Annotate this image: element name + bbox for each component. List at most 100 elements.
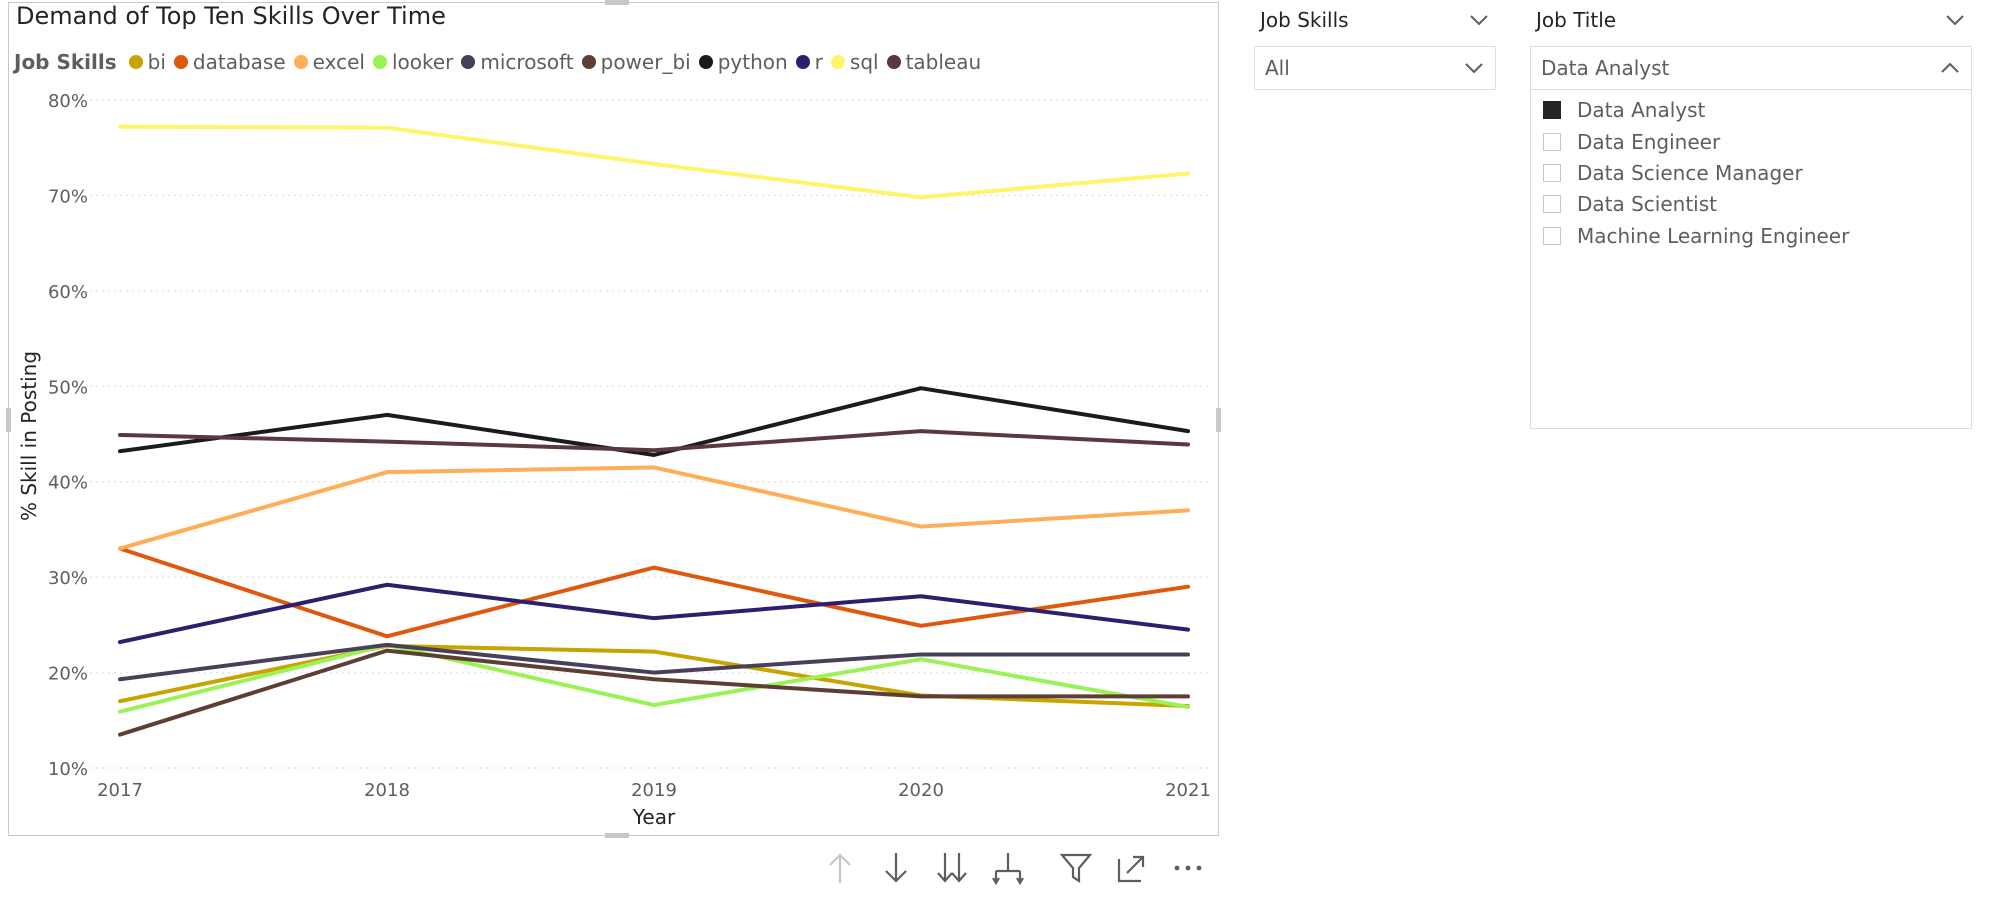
legend-item-power_bi[interactable]: power_bi <box>581 50 691 74</box>
option-label: Machine Learning Engineer <box>1577 224 1850 248</box>
job-title-option[interactable]: Data Analyst <box>1543 98 1705 122</box>
job-title-slicer-header: Job Title <box>1530 2 1972 38</box>
series-line-bi <box>118 643 1190 708</box>
more-options-icon[interactable] <box>1168 848 1208 888</box>
visual-toolbar <box>820 848 1220 888</box>
chevron-down-icon[interactable] <box>1944 13 1966 27</box>
y-tick-label: 60% <box>48 282 88 303</box>
option-label: Data Engineer <box>1577 130 1721 154</box>
x-tick-label: 2018 <box>364 780 410 801</box>
legend-item-r[interactable]: r <box>795 50 823 74</box>
checkbox[interactable] <box>1543 101 1561 119</box>
chart-legend: Job Skills bi database excel looker microsof… <box>14 48 989 76</box>
job-skills-slicer: Job Skills All <box>1254 2 1496 92</box>
x-tick-label: 2017 <box>97 780 143 801</box>
option-label: Data Analyst <box>1577 98 1706 122</box>
resize-handle-bottom[interactable] <box>605 833 629 838</box>
legend-marker <box>830 55 845 69</box>
checkbox[interactable] <box>1543 195 1561 213</box>
x-tick-label: 2020 <box>898 780 944 801</box>
chevron-up-icon <box>1939 61 1961 75</box>
focus-mode-icon[interactable] <box>1112 848 1152 888</box>
line-chart-visual[interactable] <box>6 0 1221 838</box>
y-tick-label: 80% <box>48 91 88 112</box>
legend-item-database[interactable]: database <box>173 50 286 74</box>
legend-marker <box>581 55 596 69</box>
legend-marker <box>698 55 713 69</box>
job-skills-slicer-title: Job Skills <box>1260 8 1349 32</box>
job-skills-selected-value: All <box>1265 56 1290 80</box>
series-line-python <box>118 386 1190 457</box>
legend-label: database <box>192 50 286 74</box>
y-tick-label: 10% <box>48 759 88 780</box>
option-label: Data Science Manager <box>1577 161 1803 185</box>
legend-marker <box>128 55 143 69</box>
legend-label: bi <box>147 50 166 74</box>
legend-marker <box>795 55 810 69</box>
checkbox[interactable] <box>1543 227 1561 245</box>
expand-hierarchy-icon[interactable] <box>988 848 1028 888</box>
checkbox[interactable] <box>1543 133 1561 151</box>
legend-item-excel[interactable]: excel <box>293 50 365 74</box>
legend-item-looker[interactable]: looker <box>372 50 454 74</box>
legend-label: r <box>814 50 823 74</box>
chevron-down-icon <box>1463 61 1485 75</box>
job-title-option[interactable]: Data Science Manager <box>1543 161 1803 185</box>
job-skills-dropdown[interactable]: All <box>1254 46 1496 90</box>
legend-marker <box>173 55 188 69</box>
chart-title: Demand of Top Ten Skills Over Time <box>16 2 446 30</box>
legend-item-python[interactable]: python <box>698 50 788 74</box>
legend-item-sql[interactable]: sql <box>830 50 879 74</box>
legend-marker <box>293 55 308 69</box>
arrow-down-icon[interactable] <box>876 848 916 888</box>
legend-label: sql <box>849 50 879 74</box>
y-tick-label: 50% <box>48 377 88 398</box>
series-line-looker <box>118 642 1190 714</box>
legend-label: microsoft <box>480 50 574 74</box>
legend-marker <box>372 55 387 69</box>
filter-icon[interactable] <box>1056 848 1096 888</box>
series-line-power_bi <box>118 648 1190 737</box>
chevron-down-icon[interactable] <box>1468 13 1490 27</box>
job-title-selected-value: Data Analyst <box>1541 56 1670 80</box>
legend-marker <box>461 55 476 69</box>
arrow-up-icon[interactable] <box>820 848 860 888</box>
series-line-database <box>118 546 1190 639</box>
resize-handle-left[interactable] <box>6 408 11 432</box>
legend-item-tableau[interactable]: tableau <box>886 50 982 74</box>
series-line-r <box>118 582 1190 645</box>
resize-handle-right[interactable] <box>1216 408 1221 432</box>
y-tick-label: 40% <box>48 473 88 494</box>
legend-label: tableau <box>905 50 982 74</box>
y-tick-label: 70% <box>48 186 88 207</box>
job-title-option-list: Data Analyst Data Engineer Data Science … <box>1530 89 1972 429</box>
legend-label: looker <box>391 50 454 74</box>
legend-label: python <box>717 50 788 74</box>
series-line-sql <box>118 124 1190 200</box>
job-title-option[interactable]: Machine Learning Engineer <box>1543 224 1849 248</box>
legend-item-bi[interactable]: bi <box>128 50 166 74</box>
x-tick-label: 2021 <box>1165 780 1211 801</box>
job-title-slicer-title: Job Title <box>1536 8 1617 32</box>
legend-marker <box>886 55 901 69</box>
job-title-dropdown[interactable]: Data Analyst <box>1530 46 1972 90</box>
double-arrow-down-icon[interactable] <box>932 848 972 888</box>
checkbox[interactable] <box>1543 164 1561 182</box>
option-label: Data Scientist <box>1577 192 1717 216</box>
job-skills-slicer-header: Job Skills <box>1254 2 1496 38</box>
y-tick-label: 30% <box>48 568 88 589</box>
x-tick-label: 2019 <box>631 780 677 801</box>
job-title-slicer: Job Title Data Analyst Data Analyst Data… <box>1530 2 1972 432</box>
job-title-option[interactable]: Data Engineer <box>1543 130 1720 154</box>
series-line-excel <box>118 465 1190 551</box>
x-axis-title: Year <box>632 805 676 829</box>
line-chart: 10% 20% 30% 40% 50% 60% 70% 80% 2017 2018 2019 2020… <box>17 91 1211 829</box>
y-axis-title: % Skill in Posting <box>17 351 41 521</box>
legend-title: Job Skills <box>14 50 117 74</box>
series-line-tableau <box>118 429 1190 453</box>
job-title-option[interactable]: Data Scientist <box>1543 192 1717 216</box>
legend-item-microsoft[interactable]: microsoft <box>461 50 574 74</box>
resize-handle-top[interactable] <box>605 0 629 5</box>
legend-label: excel <box>312 50 365 74</box>
y-tick-label: 20% <box>48 664 88 685</box>
